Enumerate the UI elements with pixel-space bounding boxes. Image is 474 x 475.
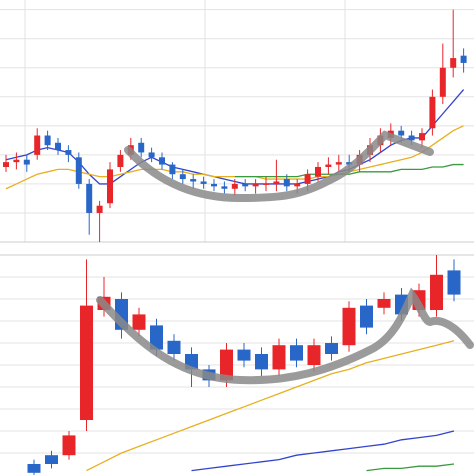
candle-body: [75, 157, 82, 184]
candle-body: [150, 325, 163, 350]
candle-body: [148, 152, 155, 158]
candle-body: [252, 183, 259, 187]
candle-body: [325, 164, 332, 167]
candle-body: [255, 354, 268, 370]
candle-body: [138, 142, 145, 153]
candle-body: [294, 183, 301, 187]
candle-body: [107, 169, 113, 204]
candle-body: [342, 307, 356, 346]
candle-body: [315, 166, 321, 177]
moving-average: [234, 163, 464, 178]
candle-body: [65, 150, 72, 155]
candle-body: [408, 135, 415, 141]
candle-body: [86, 183, 93, 213]
candle-body: [304, 174, 311, 184]
candle-body: [13, 159, 20, 163]
moving-average: [191, 430, 455, 472]
candle-body: [159, 157, 165, 165]
candle-body: [450, 58, 457, 68]
candle-body: [211, 183, 217, 187]
candle-body: [325, 343, 338, 354]
candle-body: [23, 159, 30, 165]
candle-body: [132, 314, 146, 330]
candle-body: [460, 55, 467, 63]
candle-body: [272, 345, 286, 370]
candle-body: [429, 96, 436, 129]
candle-body: [290, 345, 303, 361]
candle-body: [3, 162, 9, 167]
candle-body: [263, 183, 269, 185]
candle-body: [419, 133, 425, 141]
candle-body: [80, 305, 93, 420]
candle-body: [62, 435, 76, 456]
candle-body: [307, 345, 321, 365]
candle-body: [447, 270, 461, 295]
candle-body: [242, 183, 249, 187]
candle-body: [34, 135, 41, 155]
moving-average: [366, 463, 455, 472]
cup-highlight: [96, 287, 474, 385]
candle-body: [430, 274, 443, 310]
candle-body: [335, 162, 342, 165]
candle-body: [237, 349, 251, 361]
candle-body: [346, 162, 353, 165]
candle-body: [45, 455, 58, 464]
candle-body: [231, 183, 238, 189]
candle-body: [360, 305, 373, 328]
cup-highlight: [124, 130, 434, 203]
moving-average: [86, 340, 455, 472]
candle-body: [179, 174, 186, 180]
candle-body: [200, 181, 207, 184]
candle-body: [190, 179, 197, 182]
candle-body: [439, 67, 446, 97]
plot: [0, 9, 474, 475]
candle-body: [377, 299, 391, 308]
candle-body: [44, 135, 51, 146]
candle-body: [55, 142, 61, 151]
candle-body: [27, 464, 41, 473]
candle-body: [221, 186, 228, 189]
candle-body: [220, 349, 233, 381]
candle-body: [273, 181, 280, 184]
candle-body: [96, 205, 103, 213]
candle-body: [169, 164, 176, 175]
candle-body: [283, 179, 290, 187]
candle-body: [398, 130, 405, 136]
candle-body: [117, 154, 124, 167]
candle-body: [167, 340, 181, 354]
